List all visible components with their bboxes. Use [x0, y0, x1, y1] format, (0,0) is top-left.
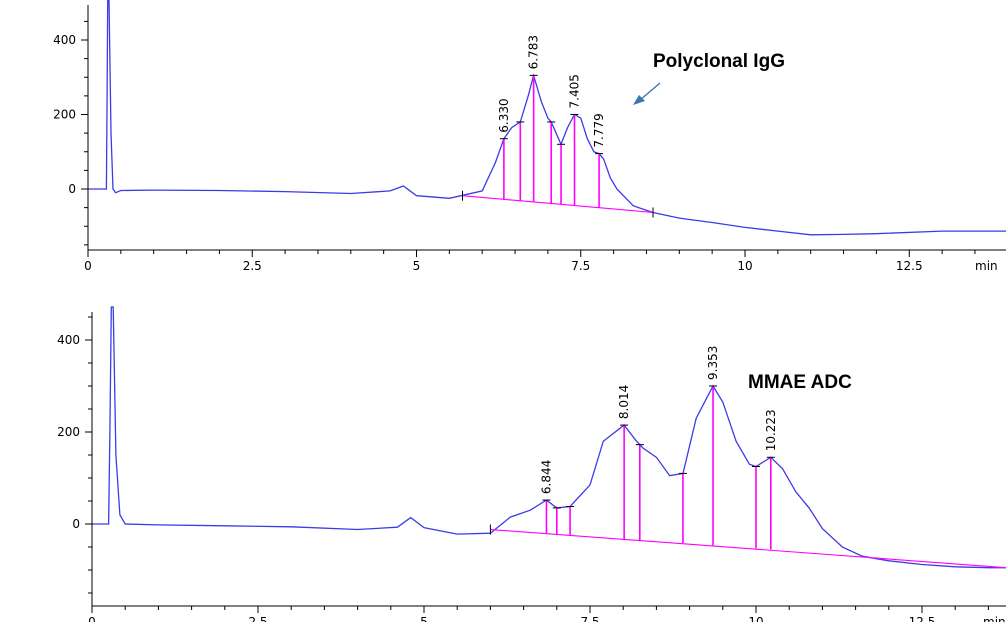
x-tick-label: 12.5 — [896, 259, 923, 273]
peak-label: 6.844 — [539, 460, 553, 494]
x-tick-label: 12.5 — [909, 615, 936, 622]
x-tick-label: 2.5 — [243, 259, 262, 273]
peak-label: 6.330 — [497, 98, 511, 132]
y-tick-label: 0 — [68, 182, 76, 196]
y-tick-label: 400 — [53, 33, 76, 47]
x-tick-label: 0 — [84, 259, 92, 273]
y-tick-label: 0 — [72, 517, 80, 531]
integration-baseline — [462, 195, 654, 214]
annotation-arrow — [633, 82, 661, 105]
y-tick-label: 200 — [53, 108, 76, 122]
peak-label: 10.223 — [764, 409, 778, 451]
peak-label: 7.779 — [592, 113, 606, 147]
chart-polyclonal-igg: 6.330 6.783 7.405 7.779 0 200 400 0 2.5 5 7.5 10 1… — [0, 0, 1006, 285]
peak-label: 8.014 — [617, 385, 631, 419]
x-unit-label: min — [975, 259, 998, 273]
chart-title: MMAE ADC — [748, 372, 852, 393]
chromatogram-trace — [92, 306, 1006, 569]
chart-mmae-adc: 6.844 8.014 9.353 10.223 0 200 400 0 2.5 5 7.5 10… — [57, 306, 1006, 622]
x-tick-label: 5 — [420, 615, 428, 622]
x-tick-label: 2.5 — [248, 615, 267, 622]
x-tick-label: 7.5 — [580, 615, 599, 622]
integration-baseline — [490, 528, 1006, 569]
peak-label: 6.783 — [527, 35, 541, 69]
x-unit-label: min — [983, 615, 1006, 622]
x-tick-label: 5 — [413, 259, 421, 273]
x-tick-label: 7.5 — [571, 259, 590, 273]
chart-title: Polyclonal IgG — [653, 51, 785, 72]
peak-label: 9.353 — [706, 346, 720, 380]
x-tick-label: 0 — [88, 615, 96, 622]
y-tick-label: 400 — [57, 333, 80, 347]
chromatogram-trace — [88, 0, 1006, 236]
x-tick-label: 10 — [737, 259, 752, 273]
y-tick-label: 200 — [57, 425, 80, 439]
peak-label: 7.405 — [568, 74, 582, 108]
x-tick-label: 10 — [748, 615, 763, 622]
